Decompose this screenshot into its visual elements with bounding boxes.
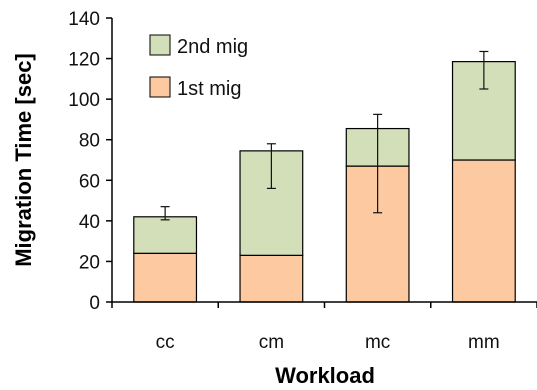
legend: 2nd mig 1st mig	[149, 34, 248, 100]
legend-swatch-2	[149, 34, 171, 56]
y-tick-label: 60	[79, 171, 100, 192]
error-bar-cc	[160, 206, 170, 221]
x-axis-title: Workload	[275, 363, 375, 388]
error-bar-cm	[266, 143, 276, 189]
y-tick-label: 100	[68, 90, 100, 111]
y-tick-label: 80	[79, 131, 100, 152]
y-tick-label: 0	[89, 293, 100, 314]
bar-cc-series-2	[133, 216, 198, 254]
y-tick-label: 20	[79, 252, 100, 273]
bar-mm-series-1	[451, 159, 516, 303]
y-axis-ticks: 0 20 40 60 80 100 120 140	[68, 9, 112, 314]
legend-label-1: 1st mig	[177, 78, 241, 100]
x-tick-label: cc	[156, 332, 175, 353]
bar-cm-series-1	[239, 254, 304, 303]
error-bars-layer	[160, 50, 489, 221]
legend-swatch-1	[149, 76, 171, 98]
bar-cc-series-1	[133, 252, 198, 303]
y-axis-title: Migration Time [sec]	[11, 53, 36, 267]
x-tick-label: cm	[259, 332, 284, 353]
legend-label-2: 2nd mig	[177, 36, 248, 58]
y-tick-label: 120	[68, 50, 100, 71]
x-axis-ticks: cc cm mc mm	[111, 302, 537, 353]
y-tick-label: 40	[79, 212, 100, 233]
y-tick-label: 140	[68, 9, 100, 30]
error-bar-mc	[373, 113, 383, 214]
error-bar-mm	[479, 50, 489, 90]
x-tick-label: mc	[365, 332, 390, 353]
x-tick-label: mm	[468, 332, 500, 353]
